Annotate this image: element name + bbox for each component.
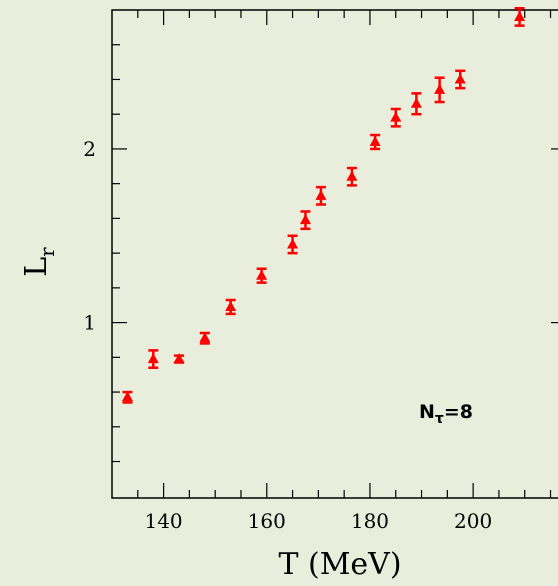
data-point [514,7,526,27]
triangle-marker [315,189,327,200]
data-point [369,133,381,151]
y-axis-title-sub: r [35,247,59,257]
x-axis-title: T (MeV) [278,547,401,581]
triangle-marker [434,83,446,94]
plot-border [111,9,558,499]
triangle-marker [369,135,381,146]
triangle-marker [225,300,237,311]
data-point [147,349,159,370]
triangle-marker [514,10,526,21]
axis-ticks [112,10,558,498]
tick-labels: 140 160 180 200 1 2 [83,137,492,533]
data-point [287,234,299,255]
data-point [434,76,446,104]
plot-frame [111,9,558,499]
data-point [199,331,211,345]
triangle-marker [256,269,268,280]
x-tick-label: 180 [351,509,389,533]
triangle-marker [173,353,185,364]
nt-annotation: Nτ=8 [419,401,473,427]
annotation-main: N [419,401,435,423]
annotation-rest: =8 [444,401,473,423]
x-tick-label: 140 [144,509,182,533]
y-axis-title-main: L [19,257,54,277]
triangle-marker [454,73,466,84]
triangle-marker [147,353,159,364]
y-tick-label: 1 [83,311,96,335]
x-tick-label: 160 [248,509,286,533]
data-series [121,7,526,404]
triangle-marker [199,332,211,343]
x-tick-label: 200 [454,509,492,533]
data-point [346,166,358,187]
triangle-marker [299,214,311,225]
triangle-marker [287,238,299,249]
data-point [390,107,402,128]
triangle-marker [346,170,358,181]
svg-text:Lr: Lr [19,247,59,277]
triangle-marker [121,391,133,402]
y-tick-label: 2 [83,137,96,161]
triangle-marker [390,111,402,122]
data-point [299,210,311,231]
data-point [225,298,237,316]
data-point [256,267,268,284]
annotation-sub: τ [435,411,444,427]
data-point [454,69,466,90]
data-point [410,92,422,116]
data-point [315,185,327,206]
y-axis-title: Lr [19,247,59,277]
triangle-marker [410,97,422,108]
data-point [173,353,185,364]
data-point [121,390,133,404]
